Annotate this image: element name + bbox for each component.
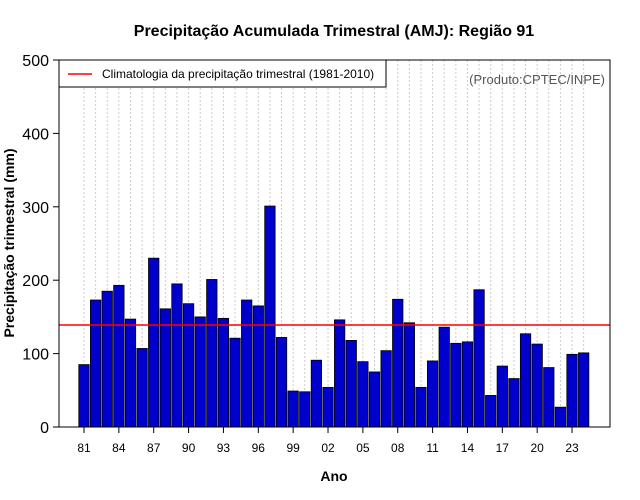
bar-2018 <box>508 378 520 428</box>
bar-1998 <box>275 337 288 428</box>
x-tick-label: 20 <box>531 441 545 455</box>
bar-2000 <box>299 391 311 428</box>
bar-2003 <box>334 319 346 428</box>
bar-1999 <box>287 390 299 428</box>
y-axis-title: Precipitação trimestral (mm) <box>1 148 17 337</box>
bar-2019 <box>519 333 532 428</box>
x-tick-label: 81 <box>77 441 91 455</box>
bar-2011 <box>426 360 439 428</box>
x-tick-label: 14 <box>461 441 475 455</box>
y-tick-label: 200 <box>22 273 49 290</box>
bar-1994 <box>229 337 241 428</box>
x-axis-title: Ano <box>320 468 347 484</box>
y-tick-label: 500 <box>22 53 49 70</box>
bar-2004 <box>345 339 357 428</box>
bar-2014 <box>461 341 474 428</box>
x-axis: 81 84 87 90 93 96 99 02 05 08 11 14 17 20 23 <box>77 427 579 455</box>
bar-2001 <box>310 359 323 428</box>
legend: Climatologia da precipitação trimestral … <box>58 59 387 88</box>
x-tick-label: 23 <box>565 441 579 455</box>
bar-1995 <box>241 299 253 428</box>
x-tick-label: 02 <box>321 441 335 455</box>
y-tick-label: 400 <box>22 126 49 143</box>
x-tick-label: 84 <box>112 441 126 455</box>
bar-1990 <box>182 303 195 428</box>
bar-2012 <box>438 326 450 428</box>
bar-1997 <box>264 205 276 428</box>
bar-2008 <box>392 298 404 428</box>
bar-1988 <box>159 308 171 428</box>
x-tick-label: 08 <box>391 441 405 455</box>
x-tick-label: 05 <box>356 441 370 455</box>
bar-2006 <box>368 371 381 428</box>
x-tick-label: 11 <box>426 441 439 455</box>
x-tick-label: 17 <box>496 441 510 455</box>
bar-2010 <box>415 386 427 428</box>
bar-1987 <box>148 257 160 428</box>
chart-title: Precipitação Acumulada Trimestral (AMJ):… <box>134 23 535 40</box>
bar-2024 <box>578 352 590 428</box>
bar-1989 <box>171 283 183 428</box>
bar-2013 <box>450 342 462 428</box>
bar-1982 <box>90 299 102 428</box>
bar-2002 <box>322 386 334 428</box>
bar-2021 <box>543 367 555 428</box>
bar-1981 <box>78 364 90 428</box>
bar-2023 <box>566 353 578 428</box>
bar-2015 <box>473 289 485 428</box>
bar-1983 <box>101 290 113 428</box>
bar-1986 <box>136 348 148 428</box>
bar-1992 <box>206 279 218 428</box>
bar-1996 <box>252 305 264 428</box>
bar-2005 <box>357 361 369 428</box>
y-tick-label: 100 <box>22 347 49 364</box>
legend-label: Climatologia da precipitação trimestral … <box>102 67 374 81</box>
y-tick-label: 0 <box>40 420 49 437</box>
x-tick-label: 90 <box>182 441 196 455</box>
y-tick-label: 300 <box>22 200 49 217</box>
x-tick-label: 87 <box>147 441 161 455</box>
bar-1984 <box>113 284 125 428</box>
bar-2022 <box>554 406 567 428</box>
bar-2017 <box>496 365 508 428</box>
bar-2020 <box>531 343 543 428</box>
bar-2016 <box>485 395 497 428</box>
legend-box <box>58 59 387 88</box>
y-axis: 0 100 200 300 400 500 <box>22 53 59 437</box>
x-tick-label: 99 <box>286 441 300 455</box>
x-tick-label: 96 <box>252 441 266 455</box>
bar-series <box>78 205 590 428</box>
product-credit: (Produto:CPTEC/INPE) <box>469 72 605 87</box>
bar-1991 <box>194 316 206 428</box>
bar-2007 <box>380 350 392 428</box>
bar-1985 <box>124 318 137 428</box>
bar-1993 <box>217 317 230 428</box>
bar-2009 <box>403 322 415 428</box>
x-tick-label: 93 <box>217 441 231 455</box>
